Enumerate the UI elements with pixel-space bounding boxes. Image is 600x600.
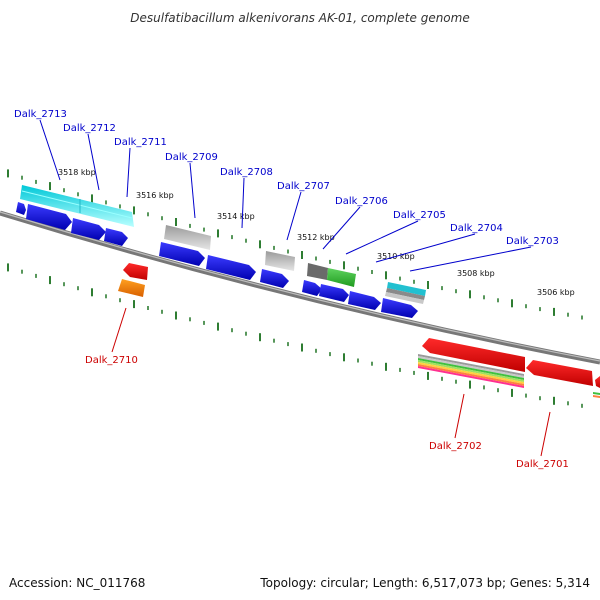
feature-cyan <box>20 185 134 227</box>
gene-block <box>302 280 322 296</box>
gene-block <box>319 284 349 302</box>
gene-block-edge <box>595 376 600 388</box>
scale-label-3514: 3514 kbp <box>217 212 255 221</box>
stripe <box>418 364 524 386</box>
scale-label-3508: 3508 kbp <box>457 269 495 278</box>
stripe <box>593 392 600 395</box>
stripe <box>418 356 524 378</box>
scale-ticks-lower <box>7 263 583 408</box>
gene-block-2707 <box>265 251 295 271</box>
gene-label-dalk-2702[interactable]: Dalk_2702 <box>429 441 482 452</box>
gene-block-2703-a <box>386 288 425 300</box>
stripe <box>418 362 524 384</box>
gene-block <box>348 291 381 310</box>
gene-block <box>104 228 128 246</box>
reverse-gene-blocks <box>118 263 600 398</box>
feature-upper-blocks <box>164 225 426 304</box>
leader-lines <box>39 119 551 457</box>
gene-block-2704 <box>387 282 426 296</box>
stripe <box>593 395 600 398</box>
scale-label-3518: 3518 kbp <box>58 168 96 177</box>
gene-block <box>26 204 72 230</box>
gene-block-2702 <box>422 338 525 372</box>
gene-label-dalk-2710[interactable]: Dalk_2710 <box>85 355 138 366</box>
gene-block <box>260 269 289 288</box>
gene-block-2710 <box>118 279 145 297</box>
gene-block-2706 <box>307 263 328 280</box>
scale-ticks-upper <box>7 169 583 320</box>
genome-backbone-highlight <box>0 211 600 362</box>
gene-block <box>71 218 106 240</box>
gene-block-2705 <box>327 268 356 287</box>
map-title: Desulfatibacillum alkenivorans AK-01, co… <box>130 11 469 25</box>
gene-block <box>159 242 205 266</box>
gene-label-dalk-2708[interactable]: Dalk_2708 <box>220 167 273 178</box>
gene-label-dalk-2713[interactable]: Dalk_2713 <box>14 109 67 120</box>
stripe <box>418 360 524 382</box>
gene-block <box>16 202 26 215</box>
gene-label-dalk-2701[interactable]: Dalk_2701 <box>516 459 569 470</box>
gene-block-2703-b <box>385 292 424 304</box>
scale-label-3516: 3516 kbp <box>136 191 174 200</box>
scale-label-3512: 3512 kbp <box>297 233 335 242</box>
gene-block <box>381 298 418 318</box>
gene-block-reverse <box>123 263 148 280</box>
gene-label-dalk-2706[interactable]: Dalk_2706 <box>335 196 388 207</box>
scale-label-3506: 3506 kbp <box>537 288 575 297</box>
gene-label-dalk-2709[interactable]: Dalk_2709 <box>165 152 218 163</box>
gene-label-dalk-2711[interactable]: Dalk_2711 <box>114 137 167 148</box>
gene-block-2709 <box>164 225 211 250</box>
accession-text: Accession: NC_011768 <box>9 576 145 590</box>
topology-text: Topology: circular; Length: 6,517,073 bp… <box>259 576 590 590</box>
genome-backbone <box>0 210 600 365</box>
stripe <box>418 358 524 380</box>
gene-label-dalk-2704[interactable]: Dalk_2704 <box>450 223 503 234</box>
stripe <box>418 366 524 388</box>
forward-gene-blocks <box>16 202 418 318</box>
gene-label-dalk-2705[interactable]: Dalk_2705 <box>393 210 446 221</box>
gene-label-dalk-2703[interactable]: Dalk_2703 <box>506 236 559 247</box>
gene-block <box>206 255 256 280</box>
gene-label-dalk-2712[interactable]: Dalk_2712 <box>63 123 116 134</box>
stripe <box>418 354 524 376</box>
gene-block-2701 <box>526 360 593 386</box>
gene-label-dalk-2707[interactable]: Dalk_2707 <box>277 181 330 192</box>
